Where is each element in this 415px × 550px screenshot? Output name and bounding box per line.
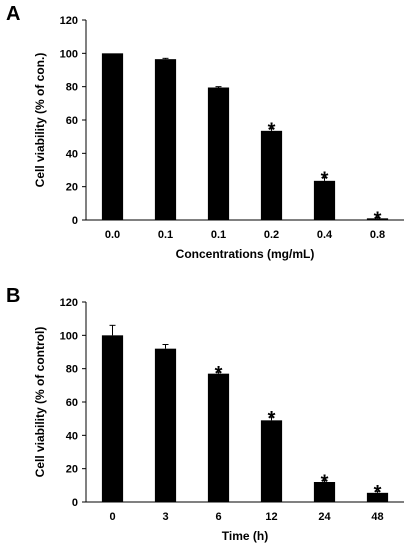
bar (154, 59, 177, 220)
bar (313, 180, 336, 220)
y-tick-label: 20 (66, 182, 78, 194)
significance-marker: * (268, 408, 276, 430)
x-tick-label: 0.1 (158, 229, 173, 241)
significance-marker: * (321, 169, 329, 191)
y-tick-label: 120 (60, 15, 78, 27)
panel-label: A (6, 3, 20, 25)
y-tick-label: 20 (66, 464, 78, 476)
x-tick-label: 6 (215, 511, 221, 523)
x-tick-label: 24 (318, 511, 331, 523)
x-axis-label: Concentrations (mg/mL) (176, 247, 315, 261)
x-axis-label: Time (h) (222, 529, 268, 543)
y-tick-label: 40 (66, 430, 78, 442)
y-tick-label: 60 (66, 397, 78, 409)
x-tick-label: 48 (371, 511, 383, 523)
bar (313, 482, 336, 502)
bar (101, 53, 124, 221)
x-tick-label: 3 (162, 511, 168, 523)
bar (207, 87, 230, 220)
y-tick-label: 100 (60, 48, 78, 60)
y-tick-label: 0 (72, 215, 78, 227)
bar (154, 348, 177, 502)
significance-marker: * (268, 119, 276, 141)
significance-marker: * (374, 482, 382, 504)
y-axis-label: Cell viability (% of con.) (33, 53, 47, 188)
bar (260, 130, 283, 220)
x-tick-label: 0.0 (105, 229, 120, 241)
panel-label: B (6, 285, 20, 307)
x-tick-label: 0 (109, 511, 115, 523)
y-tick-label: 60 (66, 115, 78, 127)
bar (366, 218, 389, 220)
x-tick-label: 12 (265, 511, 277, 523)
y-tick-label: 80 (66, 82, 78, 94)
x-tick-label: 0.1 (211, 229, 226, 241)
y-tick-label: 120 (60, 297, 78, 309)
bar (366, 492, 389, 502)
chart-panel-a: A 0 20 40 60 80 100 120 Cell viability (% of con… (6, 3, 404, 261)
bar (207, 373, 230, 502)
y-tick-label: 100 (60, 330, 78, 342)
bar (101, 335, 124, 502)
significance-marker: * (215, 363, 223, 385)
x-tick-label: 0.4 (317, 229, 333, 241)
y-tick-label: 0 (72, 497, 78, 509)
bar (260, 420, 283, 502)
y-axis-label: Cell viability (% of control) (33, 327, 47, 478)
significance-marker: * (321, 471, 329, 493)
y-tick-label: 80 (66, 364, 78, 376)
x-tick-label: 0.8 (370, 229, 385, 241)
x-tick-label: 0.2 (264, 229, 279, 241)
significance-marker: * (374, 209, 382, 231)
y-tick-label: 40 (66, 148, 78, 160)
